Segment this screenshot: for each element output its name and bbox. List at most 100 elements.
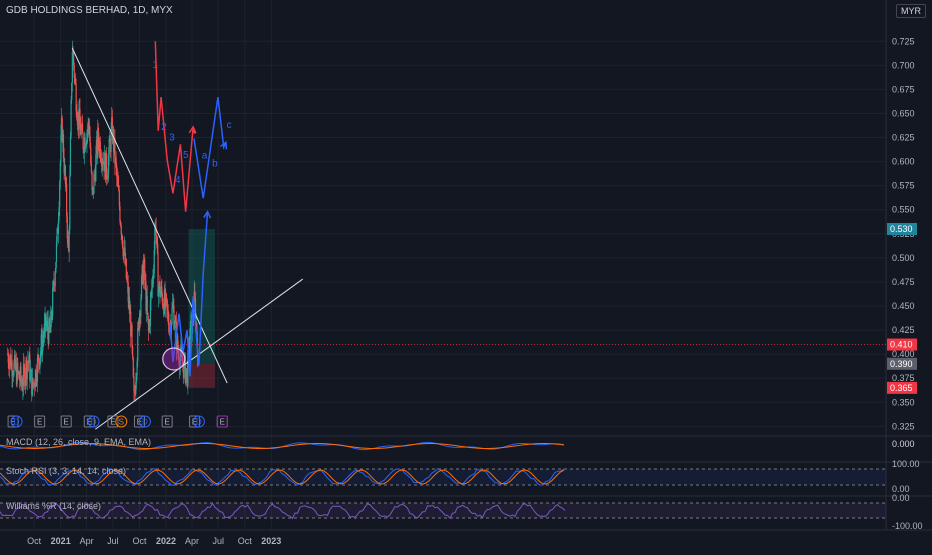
candle-body [59, 162, 61, 183]
candle-body [139, 312, 141, 330]
candle-body [180, 345, 183, 351]
candle-body [15, 363, 17, 369]
corrective-wave-blue [193, 96, 227, 199]
candle-body [105, 153, 107, 180]
candle-body [84, 137, 86, 149]
x-tick-label: Apr [80, 536, 94, 546]
event-marker [7, 415, 19, 428]
candle-body [73, 65, 75, 78]
candle-body [111, 117, 113, 129]
candle-body [162, 305, 164, 307]
candle-body [13, 354, 16, 363]
williams-level-label: 0.00 [892, 493, 910, 503]
candle-body [44, 314, 46, 324]
candle-body [168, 322, 170, 332]
y-tick-label: 0.625 [892, 133, 915, 143]
candle-body [144, 259, 146, 281]
candle-body [32, 377, 34, 386]
candle-body [85, 144, 87, 149]
candle-body [83, 137, 86, 154]
macd-label: MACD (12, 26, close, 9, EMA, EMA) [6, 437, 152, 447]
candle-body [98, 141, 100, 152]
candle-body [55, 262, 57, 273]
price-label-text: 0.390 [890, 359, 913, 369]
wave-label: 3 [169, 132, 175, 143]
candle-body [168, 327, 171, 332]
candle-body [69, 175, 71, 230]
candle-body [26, 363, 28, 379]
candle-body [97, 127, 99, 142]
chart-title: GDB HOLDINGS BERHAD, 1D, MYX [6, 5, 173, 16]
candle-body [17, 371, 20, 373]
candle-body [146, 296, 148, 313]
candle-body [186, 368, 188, 372]
candle-body [178, 353, 180, 364]
wave-label: c [227, 120, 232, 131]
candle-body [72, 51, 74, 53]
wave-label: 1 [152, 60, 158, 71]
candle-body [179, 357, 181, 369]
candle-body [24, 377, 26, 387]
candle-body [159, 282, 161, 298]
candle-body [172, 303, 174, 306]
candle-body [154, 224, 156, 251]
candle-body [108, 139, 110, 156]
y-tick-label: 0.400 [892, 349, 915, 359]
candle-body [25, 360, 27, 378]
candle-body [91, 172, 93, 191]
candle-body [52, 281, 54, 288]
candle-body [163, 289, 165, 315]
candle-body [74, 78, 77, 85]
candle-body [102, 160, 104, 164]
event-marker [189, 415, 201, 428]
candle-body [45, 314, 47, 328]
y-tick-label: 0.575 [892, 181, 915, 191]
candle-body [196, 323, 198, 339]
candle-body [120, 225, 122, 235]
currency-badge[interactable]: MYR [896, 4, 926, 18]
candle-body [151, 288, 153, 293]
candle-body [189, 321, 192, 340]
y-tick-label: 0.700 [892, 60, 915, 70]
candle-body [126, 277, 128, 281]
candle-body [31, 377, 33, 396]
candle-body [115, 157, 117, 167]
stoch-rsi-label: Stoch RSI (3, 3, 14, 14, close) [6, 466, 127, 476]
candle-body [154, 224, 157, 229]
price-label-text: 0.365 [890, 383, 913, 393]
candle-body [78, 108, 80, 130]
candle-body [182, 361, 184, 365]
candle-body [176, 335, 178, 351]
price-label [887, 223, 917, 235]
candle-body [143, 259, 145, 262]
macd-signal-line [0, 442, 565, 449]
candle-body [90, 147, 92, 164]
candle-body [128, 297, 130, 302]
candle-body [70, 100, 72, 137]
candle-body [170, 323, 172, 335]
candle-body [22, 386, 24, 390]
candle-body [71, 51, 73, 83]
candle-body [144, 280, 146, 283]
candle-body [153, 250, 155, 274]
candle-body [132, 357, 134, 377]
candle-body [20, 366, 22, 382]
candle-body [175, 320, 177, 323]
candle-body [93, 174, 95, 194]
candle-body [76, 111, 78, 120]
event-marker-label: E [10, 418, 15, 427]
candle-body [26, 360, 28, 379]
candle-body [47, 320, 49, 332]
candle-body [158, 288, 160, 297]
candle-body [99, 141, 101, 152]
candle-body [135, 382, 137, 394]
candle-body [92, 187, 94, 191]
x-tick-label: Jul [212, 536, 224, 546]
candle-body [192, 315, 195, 318]
candle-body [41, 334, 43, 355]
candle-body [177, 335, 179, 351]
williams-band [0, 503, 886, 518]
candle-body [60, 135, 62, 163]
